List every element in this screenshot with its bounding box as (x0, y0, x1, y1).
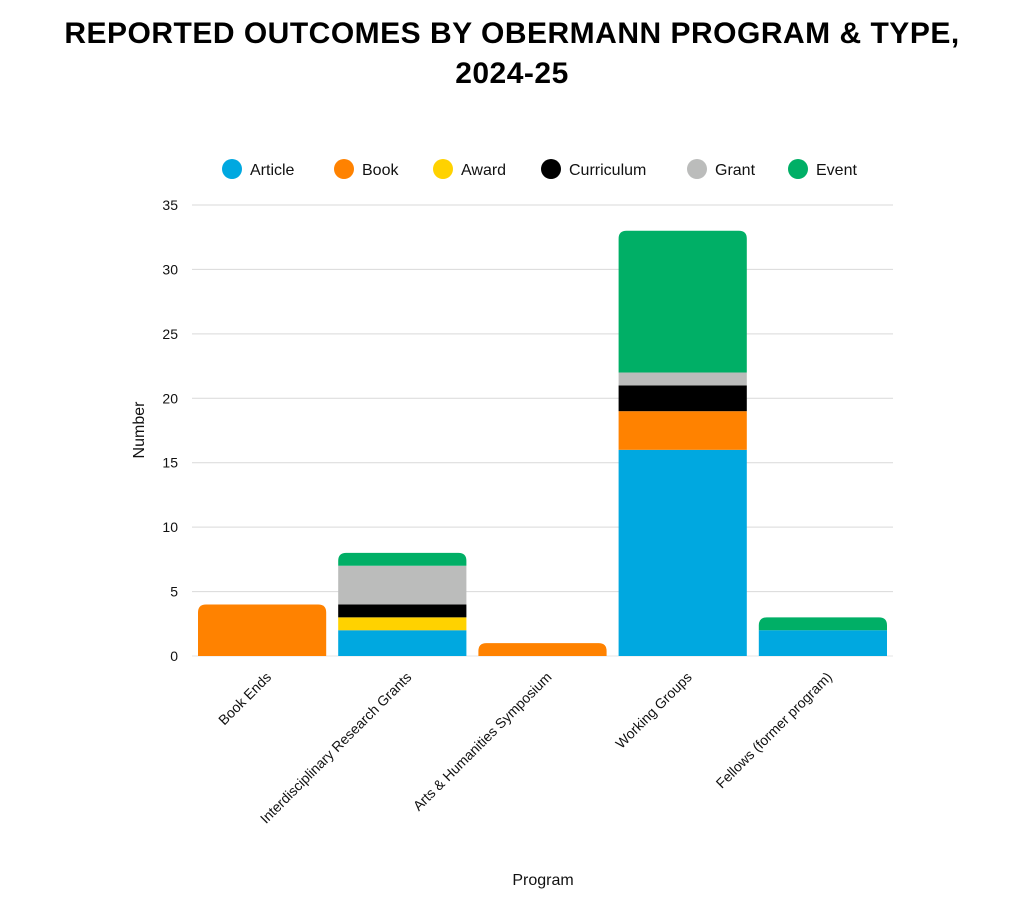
chart-title: REPORTED OUTCOMES BY OBERMANN PROGRAM & … (32, 14, 992, 94)
legend-swatch-icon (788, 159, 808, 179)
legend-item-grant[interactable]: Grant (687, 159, 756, 179)
bar-segment-event (338, 552, 467, 566)
legend-swatch-icon (433, 159, 453, 179)
x-axis-label: Program (512, 872, 573, 889)
y-tick-label: 10 (162, 519, 178, 535)
bar-segment-curriculum (618, 385, 747, 412)
legend-label: Event (816, 162, 857, 179)
gridlines (192, 204, 893, 657)
x-tick-label: Working Groups (612, 669, 695, 752)
bar-segment-article (338, 630, 467, 656)
legend-label: Book (362, 162, 399, 179)
legend-label: Grant (715, 162, 756, 179)
bar-segment-award (338, 617, 467, 631)
x-tick-label: Arts & Humanities Symposium (410, 669, 555, 814)
y-tick-label: 15 (162, 455, 178, 471)
y-tick-label: 5 (170, 584, 178, 600)
x-tick-label: Book Ends (215, 669, 274, 728)
bar-segment-grant (338, 565, 467, 605)
bar-segment-article (758, 630, 887, 656)
y-tick-label: 0 (170, 648, 178, 664)
bars (198, 230, 887, 656)
bar-segment-book (198, 604, 327, 656)
y-tick-label: 35 (162, 197, 178, 213)
x-tick-label: Interdisciplinary Research Grants (257, 669, 415, 827)
chart-title-line-2: 2024-25 (455, 57, 569, 90)
legend-label: Curriculum (569, 162, 646, 179)
legend-swatch-icon (222, 159, 242, 179)
legend-swatch-icon (334, 159, 354, 179)
bar-segment-grant (618, 372, 747, 386)
bar-segment-article (618, 449, 747, 656)
legend-swatch-icon (541, 159, 561, 179)
legend-item-event[interactable]: Event (788, 159, 857, 179)
y-axis-ticks: 0 5 10 15 20 25 30 35 (162, 197, 178, 664)
legend-label: Award (461, 162, 506, 179)
bar-segment-book (478, 643, 607, 656)
bar-segment-event (618, 230, 747, 373)
bar-segment-curriculum (338, 604, 467, 618)
legend-item-curriculum[interactable]: Curriculum (541, 159, 646, 179)
legend-swatch-icon (687, 159, 707, 179)
legend: Article Book Award Curriculum Grant Event (222, 159, 857, 179)
chart-title-line-1: REPORTED OUTCOMES BY OBERMANN PROGRAM & … (64, 17, 960, 50)
y-tick-label: 20 (162, 390, 178, 406)
legend-item-book[interactable]: Book (334, 159, 399, 179)
bar-segment-event (758, 617, 887, 631)
x-tick-label: Fellows (former program) (713, 669, 835, 791)
y-tick-label: 30 (162, 261, 178, 277)
y-axis-label: Number (131, 401, 148, 459)
bar-segment-book (618, 411, 747, 450)
y-tick-label: 25 (162, 326, 178, 342)
legend-item-article[interactable]: Article (222, 159, 295, 179)
legend-label: Article (250, 162, 295, 179)
legend-item-award[interactable]: Award (433, 159, 506, 179)
